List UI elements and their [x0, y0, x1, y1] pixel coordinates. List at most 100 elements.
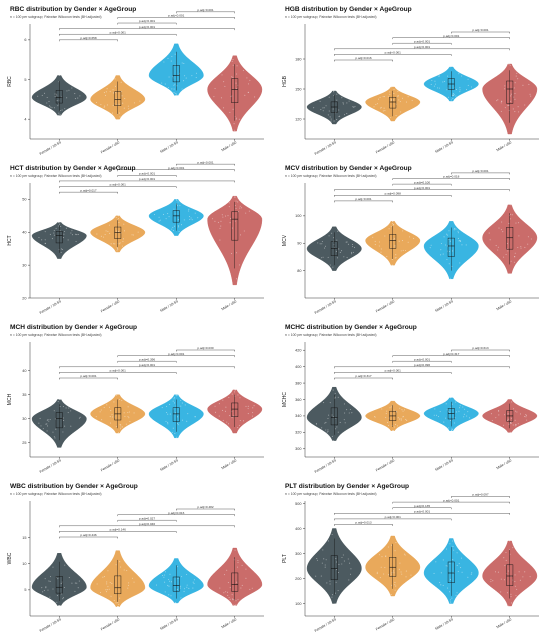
jitter-point [500, 100, 503, 102]
jitter-point [327, 256, 329, 258]
jitter-point [106, 581, 108, 583]
box-iqr [114, 575, 122, 595]
chart-svg: HCT distribution by Gender × AgeGroup n =… [7, 160, 264, 315]
box-iqr [506, 80, 514, 104]
jitter-point [161, 407, 163, 409]
jitter-point [174, 602, 176, 604]
jitter-point [341, 563, 343, 565]
jitter-point [174, 397, 176, 399]
jitter-point [108, 224, 110, 226]
box-iqr [330, 241, 338, 256]
jitter-point [446, 234, 448, 236]
jitter-point [406, 419, 408, 421]
y-tick-label: 300 [295, 447, 301, 451]
jitter-point [186, 584, 188, 586]
jitter-point [52, 566, 54, 568]
jitter-point [180, 399, 182, 401]
x-tick-label: Male / 18-59 [159, 617, 178, 630]
jitter-point [60, 582, 62, 585]
y-axis-label: WBC [7, 552, 13, 564]
jitter-point [235, 118, 237, 120]
jitter-point [336, 426, 338, 428]
jitter-point [231, 60, 233, 62]
jitter-point [394, 581, 396, 584]
significance-bracket [59, 525, 235, 528]
jitter-point [233, 604, 235, 606]
jitter-point [398, 240, 400, 242]
jitter-point [57, 578, 59, 580]
jitter-point [471, 86, 473, 88]
jitter-point [322, 256, 324, 258]
jitter-point [400, 250, 402, 252]
significance-bracket [176, 163, 235, 166]
box-iqr [389, 96, 397, 109]
jitter-point [223, 574, 226, 576]
jitter-point [167, 87, 170, 89]
jitter-point [351, 243, 354, 246]
jitter-point [195, 77, 197, 79]
y-tick-label: 90 [297, 242, 301, 246]
jitter-point [455, 594, 457, 596]
jitter-point [239, 419, 241, 422]
jitter-point [352, 251, 354, 253]
jitter-point [346, 102, 348, 104]
x-tick-label: Female / ≥60 [100, 458, 120, 472]
jitter-point [391, 258, 393, 261]
box-iqr [447, 561, 455, 583]
jitter-point [137, 231, 139, 233]
jitter-point [392, 220, 394, 222]
jitter-point [211, 218, 214, 220]
jitter-point [389, 407, 391, 409]
jitter-point [508, 423, 510, 425]
jitter-point [326, 582, 328, 584]
jitter-point [313, 107, 315, 109]
jitter-point [514, 419, 516, 421]
p-value-label: p.adj<0.001 [414, 45, 431, 49]
significance-bracket [392, 361, 452, 363]
jitter-point [113, 401, 115, 403]
jitter-point [176, 85, 178, 87]
jitter-point [167, 57, 169, 60]
jitter-point [504, 414, 506, 416]
jitter-point [252, 407, 254, 409]
jitter-point [348, 579, 350, 581]
jitter-point [331, 596, 333, 598]
jitter-point [525, 414, 528, 416]
jitter-point [76, 582, 78, 584]
jitter-point [506, 592, 509, 594]
jitter-point [176, 94, 178, 96]
jitter-point [179, 205, 181, 207]
jitter-point [393, 572, 395, 574]
jitter-point [67, 411, 69, 414]
jitter-point [342, 102, 344, 104]
jitter-point [391, 573, 393, 575]
jitter-point [46, 430, 48, 432]
jitter-point [113, 600, 115, 602]
jitter-point [378, 98, 380, 100]
jitter-point [121, 95, 123, 97]
y-tick-label: 35 [22, 393, 26, 397]
jitter-point [349, 573, 352, 575]
jitter-point [346, 257, 348, 259]
jitter-point [529, 576, 531, 578]
jitter-point [229, 414, 231, 417]
jitter-point [214, 411, 217, 413]
jitter-point [390, 226, 392, 228]
jitter-point [320, 108, 322, 111]
jitter-point [44, 578, 46, 580]
x-tick-label: Female / ≥60 [100, 140, 120, 154]
jitter-point [446, 245, 448, 247]
jitter-point [71, 582, 73, 584]
p-value-label: p.adj<0.001 [443, 498, 460, 502]
jitter-point [127, 415, 129, 418]
jitter-point [392, 430, 394, 432]
x-tick-label: Male / 18-59 [159, 299, 178, 312]
jitter-point [510, 218, 512, 220]
jitter-point [503, 557, 505, 559]
y-tick-label: 80 [297, 269, 301, 273]
jitter-point [456, 552, 458, 554]
jitter-point [188, 215, 191, 218]
jitter-point [351, 246, 354, 248]
jitter-point [500, 229, 502, 231]
jitter-point [165, 218, 167, 220]
